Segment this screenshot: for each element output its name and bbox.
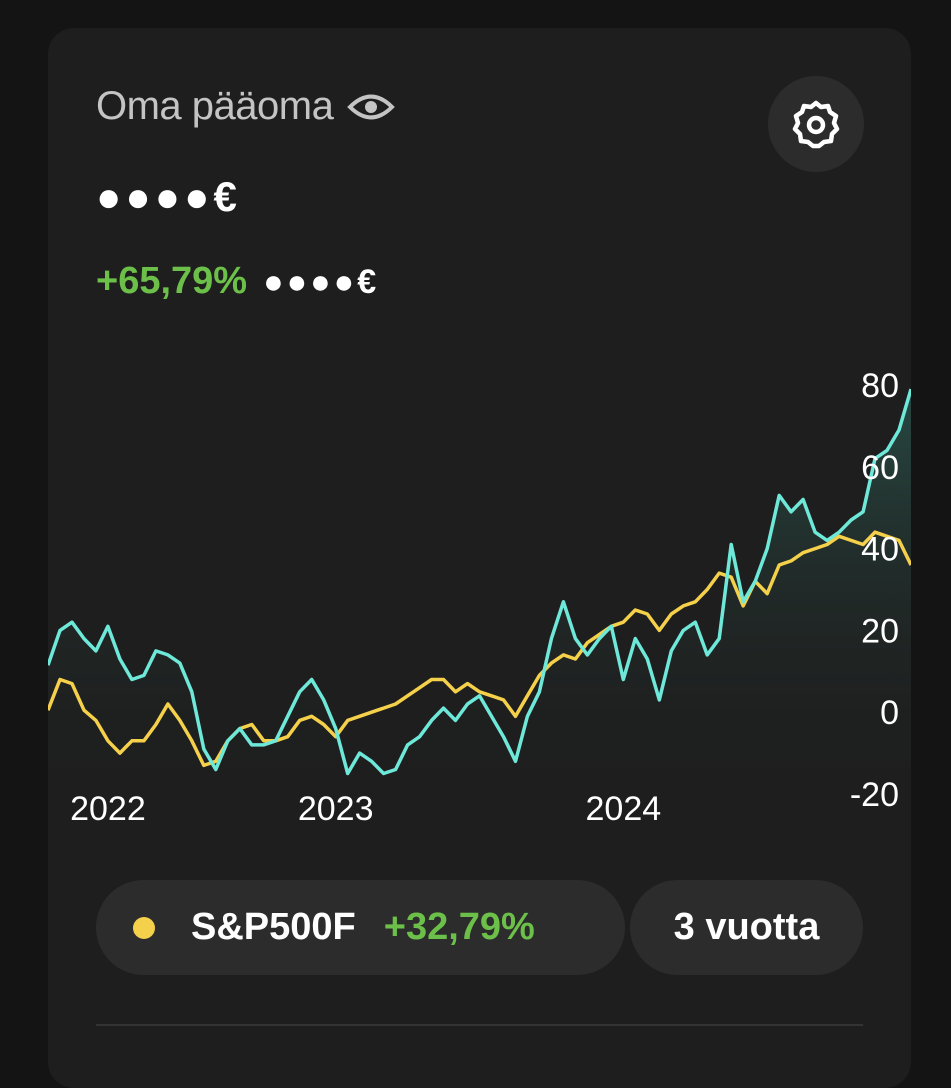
y-tick-label: 80 [861,367,899,405]
gear-icon [792,100,840,149]
series-line [48,530,911,768]
area [48,389,911,814]
y-tick-label: -20 [850,776,899,814]
x-tick-label: 2023 [298,790,374,828]
page: {"header": {"title": "Oma pääoma", "amou… [48,76,911,1026]
y-tick-label: 0 [880,694,899,732]
change-row: +65,79% ●●●●€ [96,260,379,303]
series-line [48,388,911,776]
title: Oma pääoma [96,84,396,129]
x-tick-label: 2022 [70,790,146,828]
benchmark-change: +32,79% [383,906,535,948]
change-amount: ●●●●€ [263,263,380,301]
change-percent: +65,79% [96,260,248,302]
eye-icon[interactable] [347,92,396,122]
settings-button[interactable] [768,76,864,172]
y-tick-label: 20 [861,612,899,650]
title-text: Oma pääoma [96,84,334,128]
benchmark-name: S&P500F [191,906,356,948]
divider [96,1024,863,1026]
amount: ●●●●€ [96,173,241,220]
period-label: 3 vuotta [673,906,820,948]
period-button[interactable]: 3 vuotta [630,880,863,975]
y-tick-label: 40 [861,531,899,569]
y-tick-label: 60 [861,449,899,487]
benchmark-button[interactable]: S&P500F +32,79% [96,880,625,975]
card: Oma pääoma ●●●●€ +65,79% ●●●●€ 80 60 40 20 0… [48,28,911,1088]
x-tick-label: 2024 [586,790,662,828]
chart: 80 60 40 20 0 -20 2022 2023 2024 [48,367,911,828]
benchmark-dot [133,916,155,939]
